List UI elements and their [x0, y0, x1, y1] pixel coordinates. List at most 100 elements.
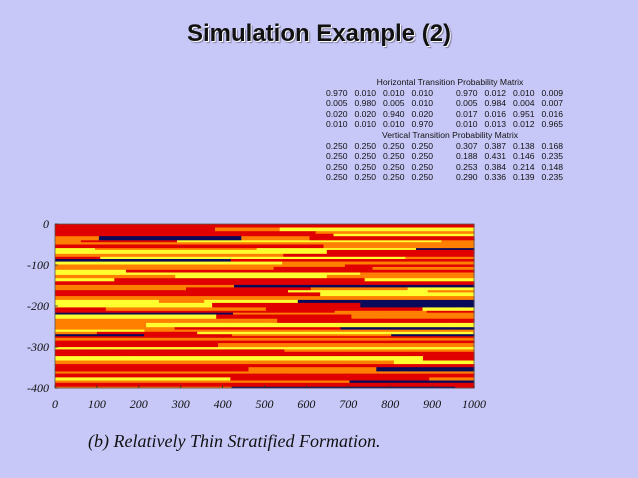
facies-cell [98, 236, 243, 241]
facies-cell [438, 336, 475, 339]
facies-cell [351, 314, 458, 320]
facies-cell [422, 307, 458, 312]
facies-cell [246, 364, 352, 368]
facies-cell [55, 322, 147, 328]
facies-cell [265, 307, 308, 312]
facies-cell [273, 266, 374, 271]
facies-cell [248, 367, 377, 372]
facies-cell [283, 253, 424, 258]
facies-cell [283, 240, 414, 243]
y-tick-label: -200 [27, 299, 49, 313]
facies-cell [379, 307, 424, 312]
facies-cell [249, 249, 328, 255]
facies-cell [360, 302, 475, 308]
facies-cell [55, 259, 185, 262]
facies-cell [235, 373, 281, 378]
facies-cell [310, 287, 409, 291]
facies-cell [218, 343, 378, 348]
facies-cell [55, 380, 182, 384]
x-tick-label: 800 [381, 397, 399, 411]
x-tick-label: 600 [297, 397, 315, 411]
facies-cell [142, 266, 275, 271]
facies-cell [164, 354, 343, 357]
facies-cell [221, 281, 377, 286]
facies-cell [146, 322, 267, 328]
x-tick-label: 700 [339, 397, 357, 411]
facies-cell [193, 347, 345, 350]
facies-cell [55, 354, 166, 357]
facies-cell [132, 337, 313, 341]
facies-cell [429, 377, 475, 381]
facies-cell [404, 296, 475, 301]
facies-cell [356, 296, 406, 301]
facies-cell [55, 244, 216, 249]
facies-cell [242, 242, 422, 245]
facies-field [55, 224, 475, 389]
facies-cell [55, 377, 231, 381]
facies-cell [360, 272, 475, 276]
facies-cell [463, 244, 475, 249]
facies-cell [55, 233, 167, 237]
facies-cell [344, 264, 475, 268]
facies-cell [271, 351, 413, 355]
facies-cell [55, 351, 125, 355]
slide-caption: (b) Relatively Thin Stratified Formation… [88, 431, 381, 451]
matrix-row: 0.020 0.020 0.940 0.020 0.017 0.016 0.951 0.016 [326, 108, 564, 119]
facies-cell [55, 240, 82, 243]
facies-cell [321, 248, 417, 251]
facies-cell [393, 360, 475, 365]
facies-cell [105, 307, 228, 312]
facies-cell [347, 349, 475, 353]
facies-cell [234, 284, 303, 288]
facies-cell [55, 334, 145, 337]
facies-cell [55, 386, 233, 389]
facies-cell [55, 337, 133, 341]
matrix-row: 0.250 0.250 0.250 0.250 0.307 0.387 0.138 0.168 [326, 140, 564, 151]
facies-cell [406, 371, 475, 374]
facies-cell [237, 371, 407, 374]
facies-cell [218, 269, 411, 273]
facies-cell [405, 256, 475, 260]
facies-cell [455, 386, 475, 389]
facies-cell [55, 336, 139, 339]
facies-cell [411, 351, 475, 355]
facies-cell [55, 312, 234, 315]
facies-cell [55, 266, 143, 271]
facies-cell [233, 312, 418, 315]
facies-cell [133, 261, 220, 265]
facies-cell [55, 249, 251, 255]
facies-cell [55, 261, 134, 265]
facies-cell [236, 253, 284, 258]
facies-cell [456, 307, 475, 312]
facies-cell [286, 356, 424, 361]
matrix-row: 0.970 0.010 0.010 0.010 0.970 0.012 0.010 0.009 [326, 87, 564, 98]
facies-cell [55, 253, 237, 258]
facies-cell [326, 274, 402, 279]
facies-cell [376, 281, 417, 286]
x-tick-label: 1000 [462, 397, 486, 411]
facies-cell [96, 331, 198, 335]
facies-cell [55, 329, 145, 333]
facies-cell [416, 248, 475, 251]
facies-cell [231, 386, 338, 389]
facies-cell [294, 292, 321, 297]
facies-cell [138, 373, 236, 378]
y-tick-label: -300 [27, 340, 49, 354]
facies-cell [55, 367, 214, 372]
facies-cell [55, 248, 96, 251]
facies-cell [326, 249, 443, 255]
facies-cell [55, 373, 139, 378]
facies-cell [350, 364, 475, 368]
facies-cell [323, 244, 464, 249]
facies-cell [411, 284, 475, 288]
facies-cell [230, 259, 388, 262]
facies-cell [55, 224, 189, 228]
facies-cell [400, 274, 475, 279]
x-tick-label: 300 [171, 397, 190, 411]
facies-cell [345, 340, 475, 344]
facies-cell [448, 329, 475, 333]
facies-cell [377, 343, 474, 348]
facies-cell [302, 360, 395, 365]
vertical-matrix: Vertical Transition Probability Matrix 0… [326, 130, 574, 183]
facies-cell [382, 224, 475, 228]
